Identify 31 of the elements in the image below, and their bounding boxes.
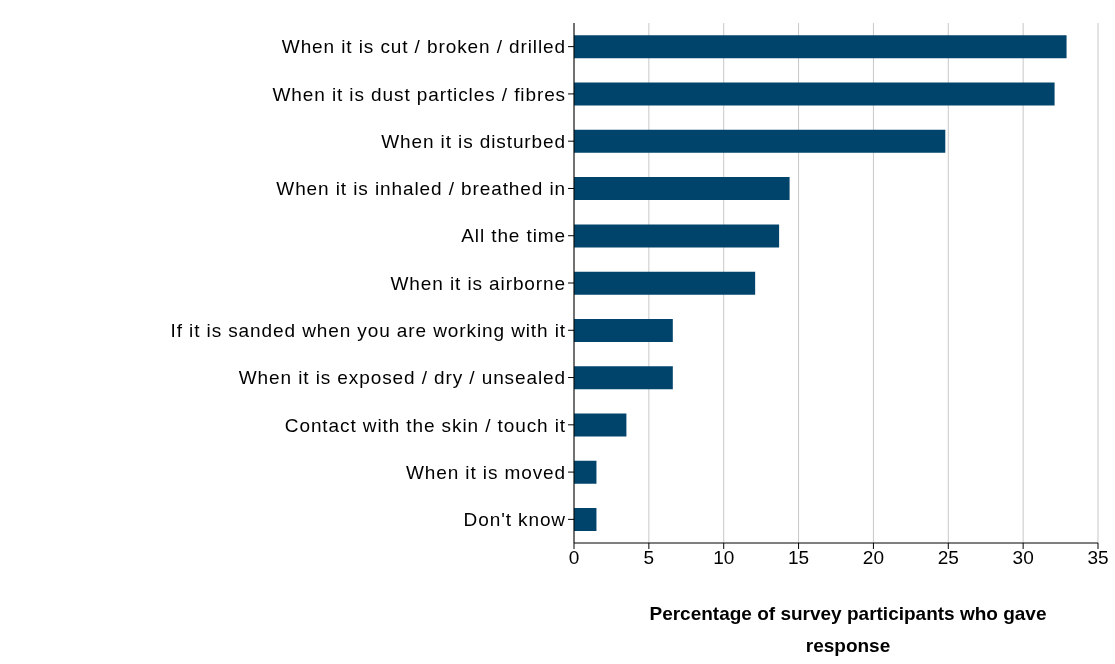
bar	[574, 35, 1067, 59]
bar	[574, 82, 1055, 106]
x-tick-label: 15	[788, 547, 810, 569]
y-tick-label: Contact with the skin / touch it	[284, 414, 566, 436]
x-axis-title: Percentage of survey participants who gave response	[648, 602, 1048, 658]
y-tick-label: When it is moved	[405, 461, 566, 483]
bar	[574, 129, 946, 153]
bar	[574, 460, 597, 484]
bar	[574, 224, 780, 248]
y-tick-label: When it is dust particles / fibres	[272, 83, 566, 105]
x-tick-label: 0	[568, 547, 580, 569]
x-tick-label: 10	[713, 547, 735, 569]
y-tick-label: Don't know	[463, 509, 566, 531]
bar	[574, 177, 790, 201]
y-tick-label: When it is disturbed	[381, 130, 566, 152]
bar	[574, 508, 597, 532]
y-tick-label: When it is cut / broken / drilled	[281, 36, 566, 58]
x-tick-label: 35	[1087, 547, 1109, 569]
bar	[574, 271, 756, 295]
y-tick-label: All the time	[461, 225, 566, 247]
bar	[574, 318, 673, 342]
x-tick-label: 25	[937, 547, 959, 569]
bar	[574, 366, 673, 390]
y-tick-label: If it is sanded when you are working with it	[170, 320, 566, 342]
y-tick-label: When it is airborne	[390, 272, 566, 294]
x-tick-label: 20	[862, 547, 884, 569]
x-tick-label: 5	[643, 547, 655, 569]
y-tick-label: When it is inhaled / breathed in	[276, 178, 566, 200]
bar	[574, 413, 627, 437]
y-tick-label: When it is exposed / dry / unsealed	[238, 367, 566, 389]
x-tick-label: 30	[1012, 547, 1034, 569]
